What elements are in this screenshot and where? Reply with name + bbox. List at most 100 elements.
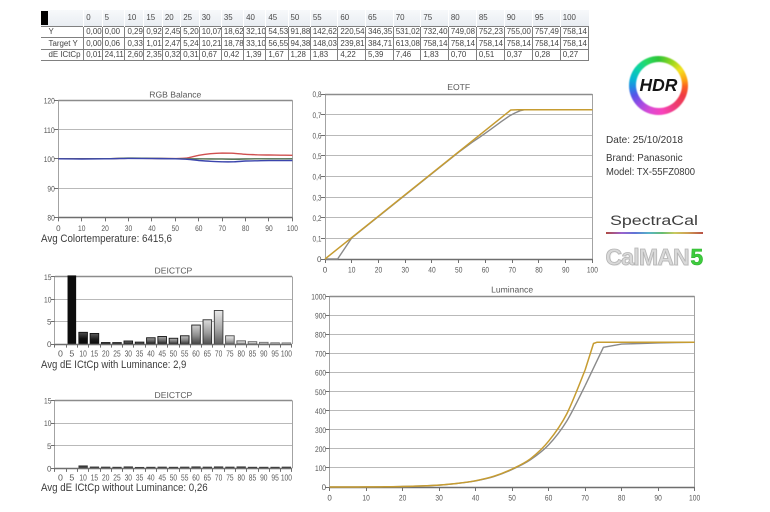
svg-text:0: 0 — [327, 494, 332, 503]
svg-text:800: 800 — [315, 331, 327, 340]
svg-text:55: 55 — [181, 348, 188, 358]
svg-text:85: 85 — [249, 473, 256, 483]
svg-text:0: 0 — [323, 266, 328, 275]
svg-text:0,5: 0,5 — [313, 152, 322, 161]
svg-text:35: 35 — [136, 473, 143, 483]
svg-text:5: 5 — [47, 318, 52, 327]
svg-text:90: 90 — [260, 473, 267, 483]
svg-text:10: 10 — [362, 494, 370, 503]
svg-text:15: 15 — [91, 348, 98, 358]
svg-text:EOTF: EOTF — [447, 82, 470, 92]
svg-text:10: 10 — [44, 295, 52, 304]
svg-text:0,7: 0,7 — [313, 111, 322, 120]
svg-text:90: 90 — [47, 184, 55, 193]
svg-text:100: 100 — [281, 348, 292, 358]
svg-text:60: 60 — [195, 224, 203, 233]
svg-text:Luminance: Luminance — [491, 284, 533, 294]
svg-text:500: 500 — [315, 388, 327, 397]
svg-text:0: 0 — [47, 340, 52, 349]
svg-text:10: 10 — [348, 266, 356, 275]
svg-text:45: 45 — [159, 473, 166, 483]
svg-text:600: 600 — [315, 369, 327, 378]
svg-text:30: 30 — [435, 494, 443, 503]
svg-text:60: 60 — [482, 266, 490, 275]
svg-text:0,6: 0,6 — [313, 131, 322, 140]
svg-text:50: 50 — [170, 348, 177, 358]
svg-text:0: 0 — [56, 224, 61, 233]
svg-text:100: 100 — [44, 155, 56, 164]
svg-text:DEICTCP: DEICTCP — [155, 266, 193, 276]
svg-text:15: 15 — [44, 273, 52, 282]
svg-text:75: 75 — [226, 473, 233, 483]
svg-text:0: 0 — [317, 255, 322, 264]
svg-text:0,3: 0,3 — [313, 193, 322, 202]
svg-text:0,8: 0,8 — [313, 90, 322, 99]
svg-text:10: 10 — [79, 473, 86, 483]
svg-text:5: 5 — [69, 473, 74, 483]
svg-text:400: 400 — [315, 407, 327, 416]
svg-text:0,4: 0,4 — [313, 173, 322, 182]
svg-text:10: 10 — [79, 348, 86, 358]
svg-text:40: 40 — [147, 473, 154, 483]
svg-text:100: 100 — [315, 464, 327, 473]
svg-text:700: 700 — [315, 350, 327, 359]
svg-text:20: 20 — [399, 494, 407, 503]
svg-text:1000: 1000 — [311, 292, 326, 301]
svg-text:40: 40 — [428, 266, 436, 275]
svg-text:20: 20 — [101, 224, 109, 233]
svg-text:0,1: 0,1 — [313, 235, 322, 244]
svg-text:70: 70 — [509, 266, 517, 275]
svg-text:0: 0 — [47, 465, 52, 474]
svg-text:35: 35 — [136, 348, 143, 358]
svg-text:95: 95 — [271, 348, 278, 358]
svg-text:80: 80 — [618, 494, 626, 503]
svg-text:DEICTCP: DEICTCP — [155, 390, 193, 400]
svg-text:30: 30 — [125, 224, 133, 233]
svg-text:100: 100 — [287, 224, 299, 233]
svg-text:20: 20 — [102, 473, 109, 483]
svg-text:85: 85 — [249, 348, 256, 358]
svg-text:70: 70 — [215, 348, 222, 358]
svg-text:90: 90 — [265, 224, 273, 233]
svg-text:60: 60 — [545, 494, 553, 503]
svg-text:80: 80 — [47, 214, 55, 223]
svg-text:15: 15 — [44, 397, 52, 406]
svg-text:45: 45 — [159, 348, 166, 358]
svg-text:20: 20 — [102, 348, 109, 358]
svg-text:80: 80 — [242, 224, 250, 233]
svg-text:15: 15 — [91, 473, 98, 483]
svg-text:100: 100 — [587, 266, 599, 275]
svg-text:55: 55 — [181, 473, 188, 483]
svg-text:25: 25 — [113, 348, 120, 358]
svg-text:200: 200 — [315, 445, 327, 454]
svg-text:50: 50 — [172, 224, 180, 233]
svg-text:65: 65 — [204, 473, 211, 483]
svg-text:5: 5 — [47, 442, 52, 451]
svg-text:90: 90 — [562, 266, 570, 275]
svg-text:40: 40 — [147, 348, 154, 358]
svg-text:RGB Balance: RGB Balance — [149, 89, 201, 99]
svg-text:50: 50 — [170, 473, 177, 483]
svg-text:95: 95 — [271, 473, 278, 483]
svg-text:0: 0 — [322, 483, 327, 492]
svg-text:65: 65 — [204, 348, 211, 358]
svg-text:0: 0 — [58, 473, 63, 483]
svg-text:30: 30 — [402, 266, 410, 275]
svg-text:5: 5 — [69, 348, 74, 358]
svg-text:90: 90 — [654, 494, 662, 503]
svg-text:10: 10 — [78, 224, 86, 233]
svg-text:30: 30 — [125, 348, 132, 358]
svg-text:50: 50 — [455, 266, 463, 275]
svg-text:900: 900 — [315, 312, 327, 321]
svg-text:0,2: 0,2 — [313, 214, 322, 223]
svg-text:70: 70 — [581, 494, 589, 503]
svg-text:100: 100 — [281, 473, 292, 483]
svg-text:80: 80 — [238, 473, 245, 483]
svg-text:110: 110 — [44, 126, 56, 135]
svg-text:40: 40 — [472, 494, 480, 503]
svg-text:0: 0 — [58, 348, 63, 358]
svg-text:80: 80 — [238, 348, 245, 358]
svg-text:70: 70 — [215, 473, 222, 483]
svg-text:20: 20 — [375, 266, 383, 275]
svg-text:80: 80 — [535, 266, 543, 275]
